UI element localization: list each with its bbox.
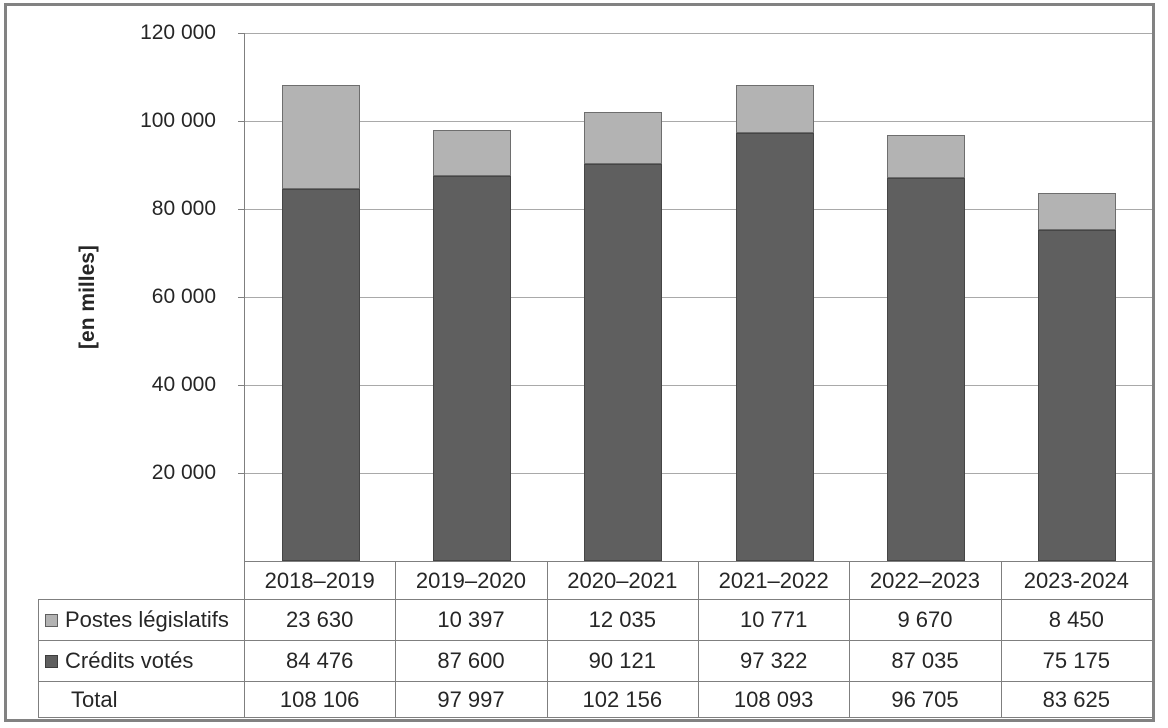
- legend-key-credits-votes: [45, 654, 58, 668]
- table-cell-value: 75 175: [1042, 648, 1110, 673]
- y-tick-label: 60 000: [151, 285, 216, 308]
- table-cell-value: 90 121: [588, 648, 656, 673]
- y-tick-label: 120 000: [140, 21, 216, 44]
- table-cell-value: 9 670: [897, 607, 953, 632]
- bar-segment-credits-votes: [433, 175, 511, 561]
- table-line-horizontal: [38, 681, 1152, 682]
- table-line-vertical: [244, 561, 245, 717]
- table-header-year: 2023-2024: [1023, 568, 1129, 593]
- y-axis-tick: [238, 33, 244, 34]
- bar-segment-postes-legislatifs: [584, 111, 663, 165]
- table-line-vertical: [38, 599, 39, 717]
- table-cell-value: 10 771: [740, 607, 808, 632]
- table-cell-value: 23 630: [286, 607, 354, 632]
- table-header-year: 2019–2020: [415, 568, 527, 593]
- y-axis-tick: [238, 473, 244, 474]
- gridline: [245, 385, 1153, 386]
- gridline: [245, 473, 1153, 474]
- table-cell-value: 87 035: [891, 648, 959, 673]
- table-line-vertical: [849, 561, 851, 717]
- table-cell-value: 8 450: [1048, 607, 1104, 632]
- y-axis-tick: [238, 121, 244, 122]
- y-tick-label: 20 000: [151, 461, 216, 484]
- table-header-year: 2020–2021: [567, 568, 678, 593]
- bar-segment-credits-votes: [281, 189, 360, 561]
- y-axis-tick: [238, 209, 244, 210]
- gridline: [245, 209, 1153, 210]
- table-cell-value: 84 476: [286, 648, 354, 673]
- table-cell-value: 108 093: [733, 687, 814, 712]
- table-cell-value: 87 600: [437, 648, 505, 673]
- bar-segment-credits-votes: [584, 164, 663, 561]
- table-cell-value: 102 156: [582, 687, 663, 712]
- y-tick-label: 40 000: [151, 373, 216, 396]
- gridline: [245, 33, 1153, 34]
- y-axis-tick: [238, 385, 244, 386]
- table-line-vertical: [698, 561, 699, 717]
- table-header-year: 2022–2023: [869, 568, 981, 593]
- table-line-vertical: [1000, 561, 1002, 717]
- bar-segment-credits-votes: [887, 178, 965, 561]
- table-row-label: Crédits votés: [39, 641, 244, 681]
- table-cell-value: 12 035: [588, 607, 656, 632]
- total-row-label: Total: [71, 686, 118, 712]
- table-cell-value: 96 705: [891, 687, 959, 712]
- y-axis-title: [en milles]: [76, 245, 99, 349]
- bar-segment-postes-legislatifs: [1038, 193, 1117, 231]
- table-row-label-total: Total: [39, 682, 244, 717]
- legend-key-postes-legislatifs: [45, 613, 58, 627]
- y-axis-tick: [238, 297, 244, 298]
- bar-segment-postes-legislatifs: [281, 85, 360, 190]
- gridline: [245, 121, 1153, 122]
- table-line-horizontal: [38, 717, 1152, 718]
- legend-series-name: Crédits votés: [65, 648, 194, 673]
- table-line-vertical: [546, 561, 548, 717]
- table-cell-value: 108 106: [279, 687, 360, 712]
- table-header-year: 2018–2019: [264, 568, 375, 593]
- table-cell-value: 97 322: [740, 648, 808, 673]
- legend-series-name: Postes législatifs: [65, 607, 229, 632]
- table-line-vertical: [395, 561, 397, 717]
- table-cell-value: 10 397: [437, 607, 505, 632]
- table-header-year: 2021–2022: [718, 568, 829, 593]
- table-cell-value: 83 625: [1042, 687, 1110, 712]
- plot-area: [244, 33, 1153, 561]
- table-cell-value: 97 997: [437, 687, 505, 712]
- gridline: [245, 297, 1153, 298]
- y-tick-label: 100 000: [140, 109, 216, 132]
- bar-segment-credits-votes: [735, 132, 814, 561]
- bar-segment-postes-legislatifs: [887, 135, 965, 179]
- y-tick-label: 80 000: [151, 197, 216, 220]
- table-line-horizontal: [38, 640, 1152, 641]
- bar-segment-postes-legislatifs: [735, 85, 814, 133]
- table-line-horizontal: [38, 599, 1152, 600]
- bar-segment-credits-votes: [1038, 230, 1117, 561]
- table-row-label: Postes législatifs: [39, 600, 244, 640]
- bar-segment-postes-legislatifs: [433, 129, 511, 176]
